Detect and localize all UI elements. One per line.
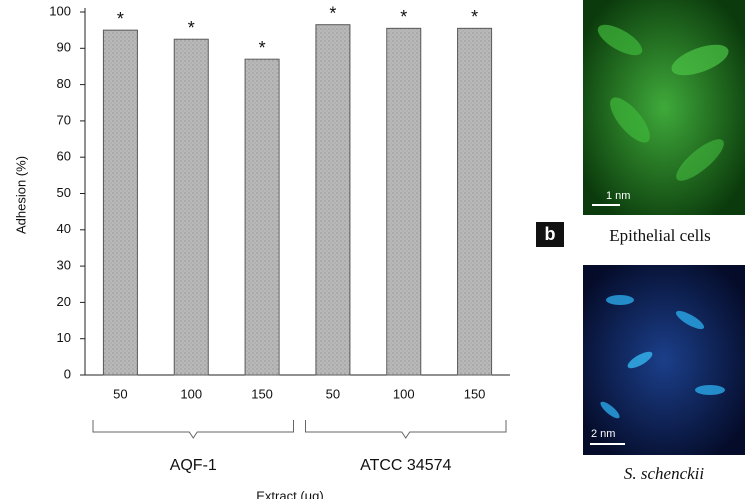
y-tick-label: 100 xyxy=(49,3,71,18)
y-tick-label: 60 xyxy=(57,149,71,164)
x-tick-label: 100 xyxy=(180,386,202,401)
x-tick-label: 100 xyxy=(393,386,415,401)
y-tick-label: 30 xyxy=(57,258,71,273)
bar-texture xyxy=(174,39,209,375)
group-label: AQF-1 xyxy=(170,457,217,474)
panel-label-box xyxy=(536,222,564,247)
bar-texture xyxy=(245,59,280,375)
image-epithelial xyxy=(583,0,745,215)
bar-texture xyxy=(103,30,138,376)
significance-marker: * xyxy=(188,18,195,38)
y-tick-label: 50 xyxy=(57,185,71,200)
group-bracket xyxy=(92,420,294,439)
x-axis-label: Extract (μg) xyxy=(256,488,323,499)
bar-texture xyxy=(457,28,492,376)
y-tick-label: 10 xyxy=(57,330,71,345)
x-tick-label: 50 xyxy=(113,386,127,401)
significance-marker: * xyxy=(400,7,407,27)
panel-label: b xyxy=(545,224,556,244)
y-tick-label: 40 xyxy=(57,221,71,236)
significance-marker: * xyxy=(259,38,266,58)
x-tick-label: 150 xyxy=(251,386,273,401)
y-tick-label: 0 xyxy=(64,366,71,381)
y-tick-label: 90 xyxy=(57,40,71,55)
x-tick-label: 50 xyxy=(326,386,340,401)
bar-texture xyxy=(315,24,350,376)
significance-marker: * xyxy=(117,9,124,29)
image-caption: Epithelial cells xyxy=(609,226,711,245)
significance-marker: * xyxy=(329,3,336,23)
y-tick-label: 80 xyxy=(57,76,71,91)
group-label: ATCC 34574 xyxy=(360,457,451,474)
scale-bar: 1 nm xyxy=(606,190,630,202)
y-axis-label: Adhesion (%) xyxy=(13,156,28,234)
x-tick-label: 150 xyxy=(464,386,486,401)
image-caption: S. schenckii xyxy=(624,464,705,483)
significance-marker: * xyxy=(471,7,478,27)
bar-texture xyxy=(386,28,421,376)
group-bracket xyxy=(305,420,507,439)
y-tick-label: 70 xyxy=(57,112,71,127)
y-tick-label: 20 xyxy=(57,294,71,309)
scale-bar: 2 nm xyxy=(591,428,615,440)
image-schenckii xyxy=(583,265,745,455)
